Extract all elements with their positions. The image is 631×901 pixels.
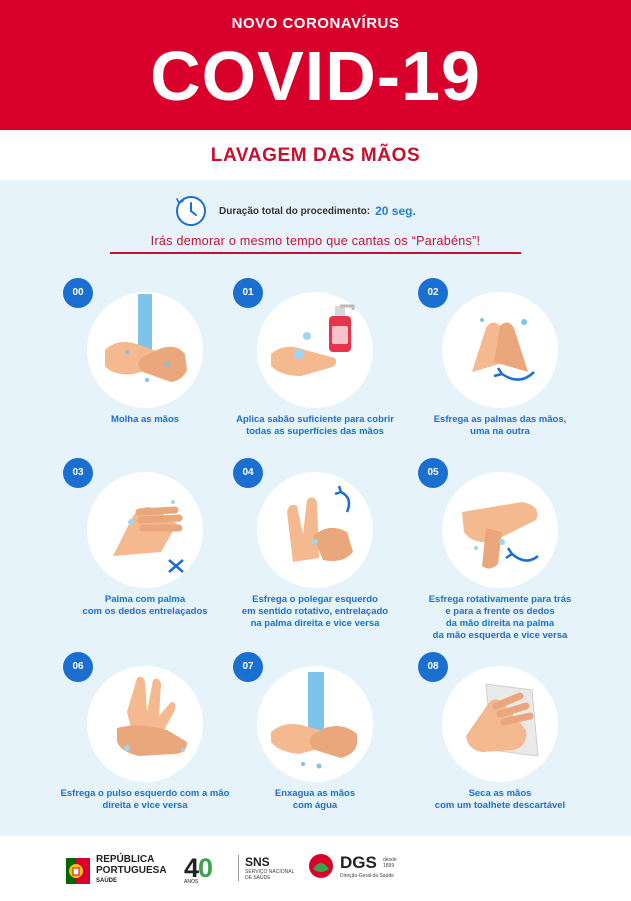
header-kicker: NOVO CORONAVÍRUS [0,15,631,32]
step-number-badge: 01 [233,278,263,308]
step-caption-line: da mão esquerda e vice versa [395,630,605,642]
forty-anos: ANOS [184,879,198,885]
forty-zero: 0 [198,853,212,883]
step-caption: Aplica sabão suficiente para cobrir toda… [210,414,420,438]
dgs-subtitle: Direção-Geral da Saúde [340,873,394,879]
step-caption-line: Enxagua as mãos [210,788,420,800]
step-caption-line: e para a frente os dedos [395,606,605,618]
wrist-rub-icon [87,666,203,782]
step-caption: Esfrega rotativamente para trás e para a… [395,594,605,642]
soap-dispenser-icon [257,292,373,408]
step-caption-line: com um toalhete descartável [395,800,605,812]
step-caption: Seca as mãos com um toalhete descartável [395,788,605,812]
duration-row: Duração total do procedimento: 20 seg. [175,195,416,227]
page-subtitle: LAVAGEM DAS MÃOS [0,130,631,167]
forty-years-logo: 40 ANOS [184,853,212,884]
duration-value: 20 seg. [375,204,416,218]
step-caption-line: com água [210,800,420,812]
step-number-badge: 03 [63,458,93,488]
step-caption: Esfrega o polegar esquerdo em sentido ro… [210,594,420,630]
rinse-hands-icon [87,292,203,408]
step-caption-line: Aplica sabão suficiente para cobrir [210,414,420,426]
dgs-logo: DGS Direção-Geral da Saúde desde 1899 [307,853,394,879]
republica-portuguesa-logo: REPÚBLICA PORTUGUESA SAÚDE [66,854,167,887]
step-caption: Enxagua as mãos com água [210,788,420,812]
step-caption-line: Esfrega as palmas das mãos, [395,414,605,426]
step-caption-line: na palma direita e vice versa [210,618,420,630]
rp-line2: PORTUGUESA [96,865,167,876]
step-caption-line: Seca as mãos [395,788,605,800]
dgs-since: desde 1899 [383,857,397,869]
rinse-under-water-icon [257,666,373,782]
fingertips-rotation-icon [442,472,558,588]
step-number-badge: 07 [233,652,263,682]
header-banner: NOVO CORONAVÍRUS COVID-19 [0,0,631,130]
sns-line2: DE SAÚDE [245,875,294,881]
step-caption-line: uma na outra [395,426,605,438]
step-number-badge: 00 [63,278,93,308]
step-caption-line: Esfrega o polegar esquerdo [210,594,420,606]
step-number-badge: 05 [418,458,448,488]
duration-label: Duração total do procedimento: [219,206,370,217]
step-caption-line: Esfrega rotativamente para trás [395,594,605,606]
step-caption-line: da mão direita na palma [395,618,605,630]
thumb-rotation-icon [257,472,373,588]
step-number-badge: 04 [233,458,263,488]
tip-text: Irás demorar o mesmo tempo que cantas os… [110,234,521,254]
sns-title: SNS [245,855,294,869]
dgs-since-year: 1899 [383,863,397,869]
interlaced-fingers-icon [87,472,203,588]
sns-logo: SNS SERVIÇO NACIONAL DE SAÚDE [238,855,294,881]
republica-portuguesa-text: REPÚBLICA PORTUGUESA SAÚDE [96,854,167,887]
step-number-badge: 06 [63,652,93,682]
rub-palms-icon [442,292,558,408]
dry-with-towel-icon [442,666,558,782]
dgs-emblem-icon [307,853,335,879]
step-caption-line: todas as superfícies das mãos [210,426,420,438]
coat-of-arms-icon [66,858,90,884]
clock-icon [175,195,207,227]
rp-line1: REPÚBLICA [96,854,167,865]
step-number-badge: 08 [418,652,448,682]
step-caption-line: em sentido rotativo, entrelaçado [210,606,420,618]
step-caption: Esfrega as palmas das mãos, uma na outra [395,414,605,438]
subtitle-band: LAVAGEM DAS MÃOS [0,130,631,180]
step-number-badge: 02 [418,278,448,308]
rp-line3: SAÚDE [96,876,167,887]
header-title: COVID-19 [0,36,631,116]
